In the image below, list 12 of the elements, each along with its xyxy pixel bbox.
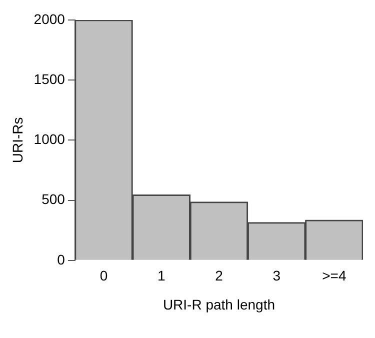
x-axis-title: URI-R path length <box>162 296 276 312</box>
y-tick-label: 2000 <box>34 10 66 27</box>
y-tick-label: 1000 <box>34 131 66 148</box>
y-tick-label: 1500 <box>34 70 66 87</box>
x-tick-label: 1 <box>157 268 166 284</box>
y-tick-label: 0 <box>57 251 66 268</box>
y-axis-title: URI-Rs <box>9 117 26 164</box>
x-tick-label: 2 <box>215 268 224 284</box>
x-tick-label: 0 <box>100 268 108 284</box>
y-tick-label: 500 <box>42 191 66 208</box>
x-tick-label: >=4 <box>322 268 346 284</box>
x-tick-label: 3 <box>272 268 281 284</box>
